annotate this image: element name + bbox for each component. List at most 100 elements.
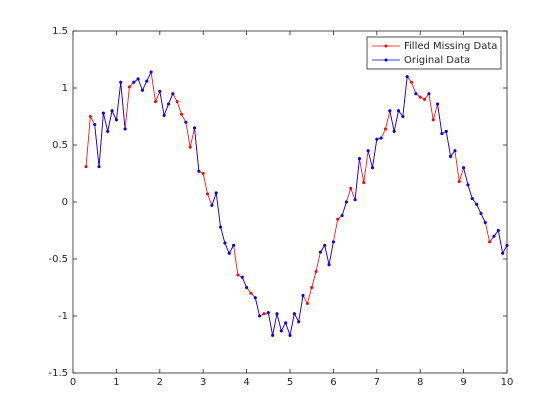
marker <box>145 79 149 83</box>
marker <box>410 80 414 84</box>
marker <box>479 211 483 215</box>
marker <box>180 112 183 116</box>
marker <box>453 149 457 153</box>
marker <box>318 250 322 254</box>
marker <box>414 92 418 96</box>
marker <box>310 286 314 289</box>
marker <box>123 127 127 131</box>
marker <box>362 181 366 185</box>
marker <box>483 221 487 225</box>
marker <box>418 95 422 99</box>
legend-label: Original Data <box>404 55 470 66</box>
marker <box>340 214 344 218</box>
marker <box>353 198 357 202</box>
x-tick-label: 0 <box>70 377 76 388</box>
marker <box>158 89 162 93</box>
marker <box>314 270 318 274</box>
marker <box>344 200 348 204</box>
x-tick-label: 6 <box>330 377 336 388</box>
marker <box>323 243 327 247</box>
marker <box>431 118 435 122</box>
marker <box>88 115 92 118</box>
marker <box>379 136 383 140</box>
legend-label: Filled Missing Data <box>404 41 497 52</box>
plot-area <box>72 30 508 374</box>
legend-marker <box>384 44 388 48</box>
marker <box>206 192 210 196</box>
y-tick-label: -1 <box>58 311 68 322</box>
marker <box>258 314 262 318</box>
y-tick-label: 0.5 <box>52 140 68 151</box>
marker <box>201 172 205 175</box>
marker <box>119 80 123 84</box>
marker <box>136 77 140 81</box>
marker <box>349 186 353 190</box>
marker <box>271 333 275 337</box>
marker <box>488 240 492 244</box>
marker <box>188 145 192 149</box>
marker <box>171 92 175 96</box>
marker <box>153 100 157 104</box>
marker <box>101 111 105 115</box>
marker <box>470 197 474 201</box>
marker <box>366 149 370 153</box>
marker <box>501 251 505 255</box>
marker <box>219 225 223 229</box>
x-tick-label: 2 <box>157 377 163 388</box>
marker <box>423 97 427 101</box>
marker <box>275 312 279 316</box>
y-tick-label: 1 <box>62 83 68 94</box>
x-tick-label: 9 <box>460 377 466 388</box>
marker <box>262 312 266 316</box>
marker <box>162 113 166 117</box>
marker <box>383 127 387 131</box>
marker <box>210 203 214 207</box>
legend-marker <box>384 58 388 62</box>
y-tick-label: -0.5 <box>48 254 68 265</box>
marker <box>193 126 197 130</box>
marker <box>305 301 309 305</box>
marker <box>184 120 188 124</box>
marker <box>97 165 101 169</box>
marker <box>401 115 405 118</box>
x-tick-label: 10 <box>501 377 514 388</box>
marker <box>388 109 392 113</box>
marker <box>336 217 340 221</box>
marker <box>166 102 170 106</box>
marker <box>84 165 88 169</box>
y-tick-label: -1.5 <box>48 368 68 379</box>
marker <box>132 80 136 84</box>
marker <box>127 85 131 89</box>
marker <box>427 92 431 96</box>
marker <box>240 275 244 279</box>
marker <box>114 118 118 122</box>
marker <box>140 88 144 92</box>
marker <box>279 329 283 333</box>
marker <box>496 229 500 232</box>
marker <box>436 102 440 106</box>
marker <box>405 75 409 79</box>
marker <box>492 234 496 238</box>
x-tick-label: 1 <box>113 377 119 388</box>
x-tick-label: 3 <box>200 377 206 388</box>
x-tick-label: 8 <box>417 377 423 388</box>
marker <box>249 291 253 295</box>
marker <box>449 154 453 158</box>
marker <box>301 293 305 297</box>
marker <box>227 251 231 255</box>
x-tick-label: 4 <box>243 377 249 388</box>
marker <box>370 166 374 170</box>
marker <box>253 296 257 300</box>
marker <box>466 183 470 187</box>
marker <box>475 202 479 206</box>
marker <box>457 179 461 183</box>
marker <box>197 169 201 173</box>
legend-box <box>366 36 502 70</box>
marker <box>214 191 218 195</box>
marker <box>175 100 179 104</box>
marker <box>284 321 288 325</box>
marker <box>288 333 292 337</box>
y-tick-label: 1.5 <box>52 26 68 37</box>
marker <box>392 129 396 133</box>
